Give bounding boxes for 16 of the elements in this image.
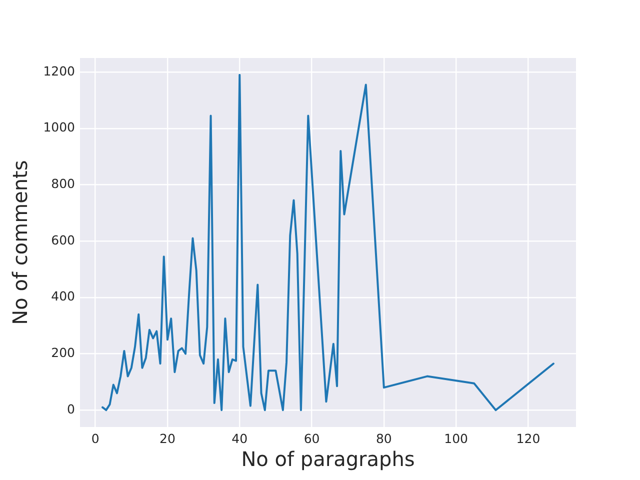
y-tick-label: 1200 xyxy=(43,63,76,78)
x-tick-label: 60 xyxy=(304,430,320,446)
y-tick-label: 600 xyxy=(51,232,76,248)
y-tick-label: 200 xyxy=(51,345,76,360)
y-tick-label: 800 xyxy=(51,176,76,192)
y-tick-label: 0 xyxy=(67,401,76,416)
x-tick-label: 20 xyxy=(160,430,176,446)
x-tick-label: 40 xyxy=(232,430,248,446)
x-axis-title: No of paragraphs xyxy=(241,447,415,472)
x-tick-label: 0 xyxy=(91,430,100,446)
x-tick-label: 100 xyxy=(444,430,468,446)
y-tick-label: 400 xyxy=(51,288,76,304)
x-tick-label: 120 xyxy=(516,430,540,446)
x-tick-label: 80 xyxy=(376,430,392,446)
y-tick-label: 1000 xyxy=(43,120,76,135)
y-axis-title: No of comments xyxy=(8,160,32,325)
